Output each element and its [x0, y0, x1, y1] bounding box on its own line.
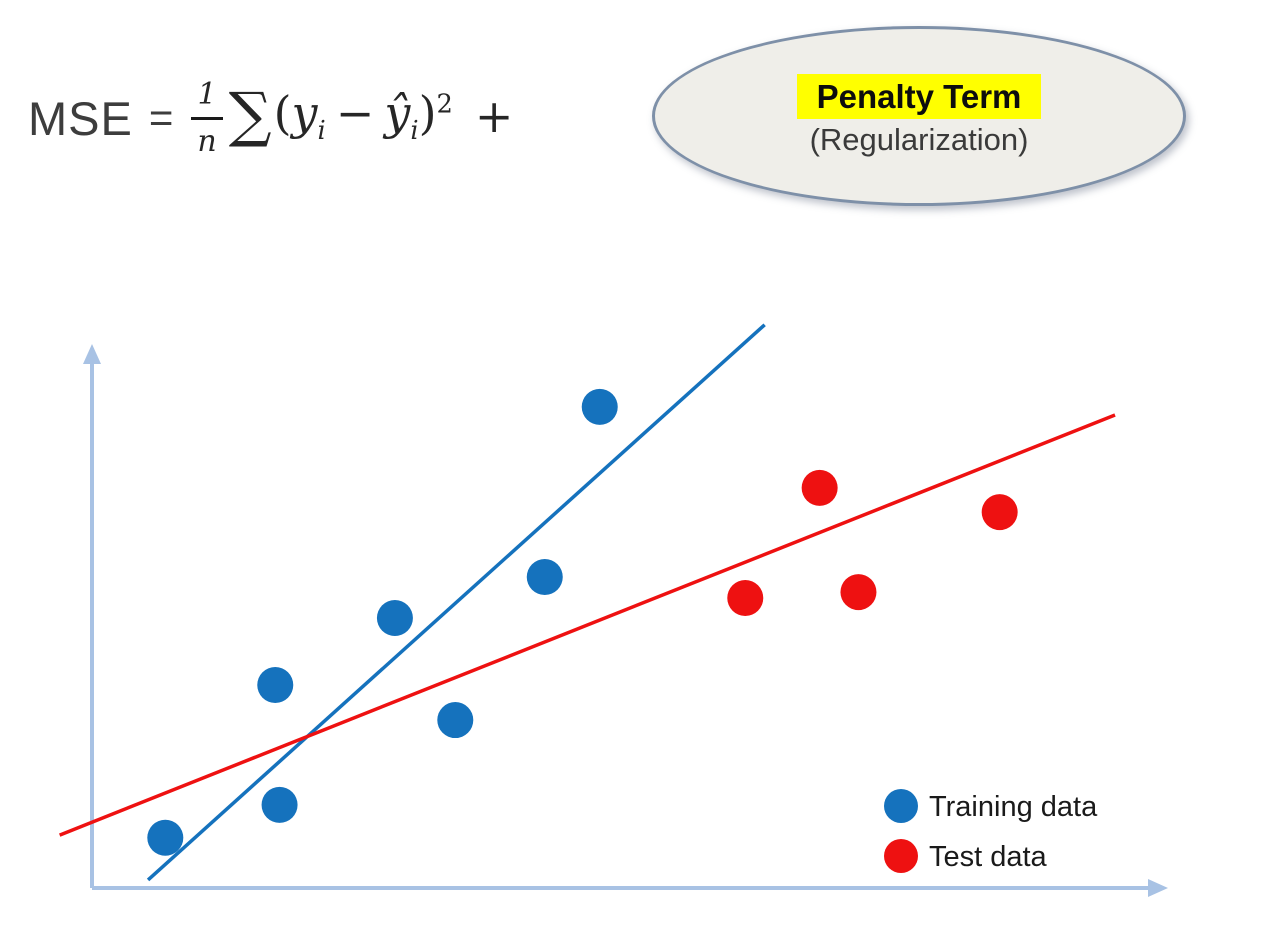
legend-label: Training data: [929, 791, 1098, 823]
fit-lines-layer: [59, 323, 1116, 882]
mse-formula: MSE = 1 n ∑ (yi − ŷi)2 +: [28, 62, 513, 174]
minus-sign: −: [335, 85, 375, 140]
x-axis-arrowhead: [1148, 879, 1168, 897]
fraction-denominator: n: [191, 116, 223, 157]
training-data-point: [437, 702, 474, 739]
open-paren: (: [273, 85, 292, 140]
training-data-point: [147, 819, 184, 856]
test-data-point: [801, 469, 838, 506]
penalty-term-bubble: Penalty Term (Regularization): [652, 26, 1186, 206]
formula-equals-sign: =: [148, 94, 174, 141]
yhat-term: ŷ: [384, 85, 411, 140]
exponent: 2: [436, 89, 453, 120]
legend-swatch-training-data: [884, 789, 918, 823]
data-points-layer: [147, 388, 1018, 856]
legend-swatch-test-data: [884, 839, 918, 873]
close-paren: ): [418, 85, 437, 140]
yhat-subscript: i: [410, 116, 419, 147]
formula-plus-sign: +: [474, 89, 514, 143]
training-data-point: [526, 558, 563, 595]
training-data-point: [581, 388, 618, 425]
test-data-point: [727, 580, 764, 617]
training-data-point: [257, 666, 294, 703]
training-data-point: [376, 600, 413, 636]
test-data-point: [981, 494, 1018, 531]
legend-item-test-data: Test data: [884, 839, 1048, 873]
legend-label: Test data: [929, 841, 1048, 873]
chart-legend: Training data Test data: [884, 789, 1098, 873]
penalty-term-label: Penalty Term: [796, 73, 1042, 120]
formula-sigma-symbol: ∑: [228, 80, 272, 150]
formula-fraction: 1 n: [191, 76, 223, 157]
fraction-numerator: 1: [197, 76, 217, 112]
y-axis-arrowhead: [83, 344, 101, 364]
regularization-label: (Regularization): [809, 122, 1029, 158]
training-fit-line: [146, 323, 766, 882]
formula-lhs: MSE: [28, 91, 133, 145]
test-fit-line: [59, 413, 1116, 837]
formula-expression: (yi − ŷi)2: [274, 86, 453, 146]
test-data-point: [840, 574, 877, 611]
legend-item-training-data: Training data: [884, 789, 1098, 823]
y-subscript: i: [317, 116, 326, 147]
y-term: y: [291, 85, 318, 140]
training-data-point: [261, 786, 298, 823]
